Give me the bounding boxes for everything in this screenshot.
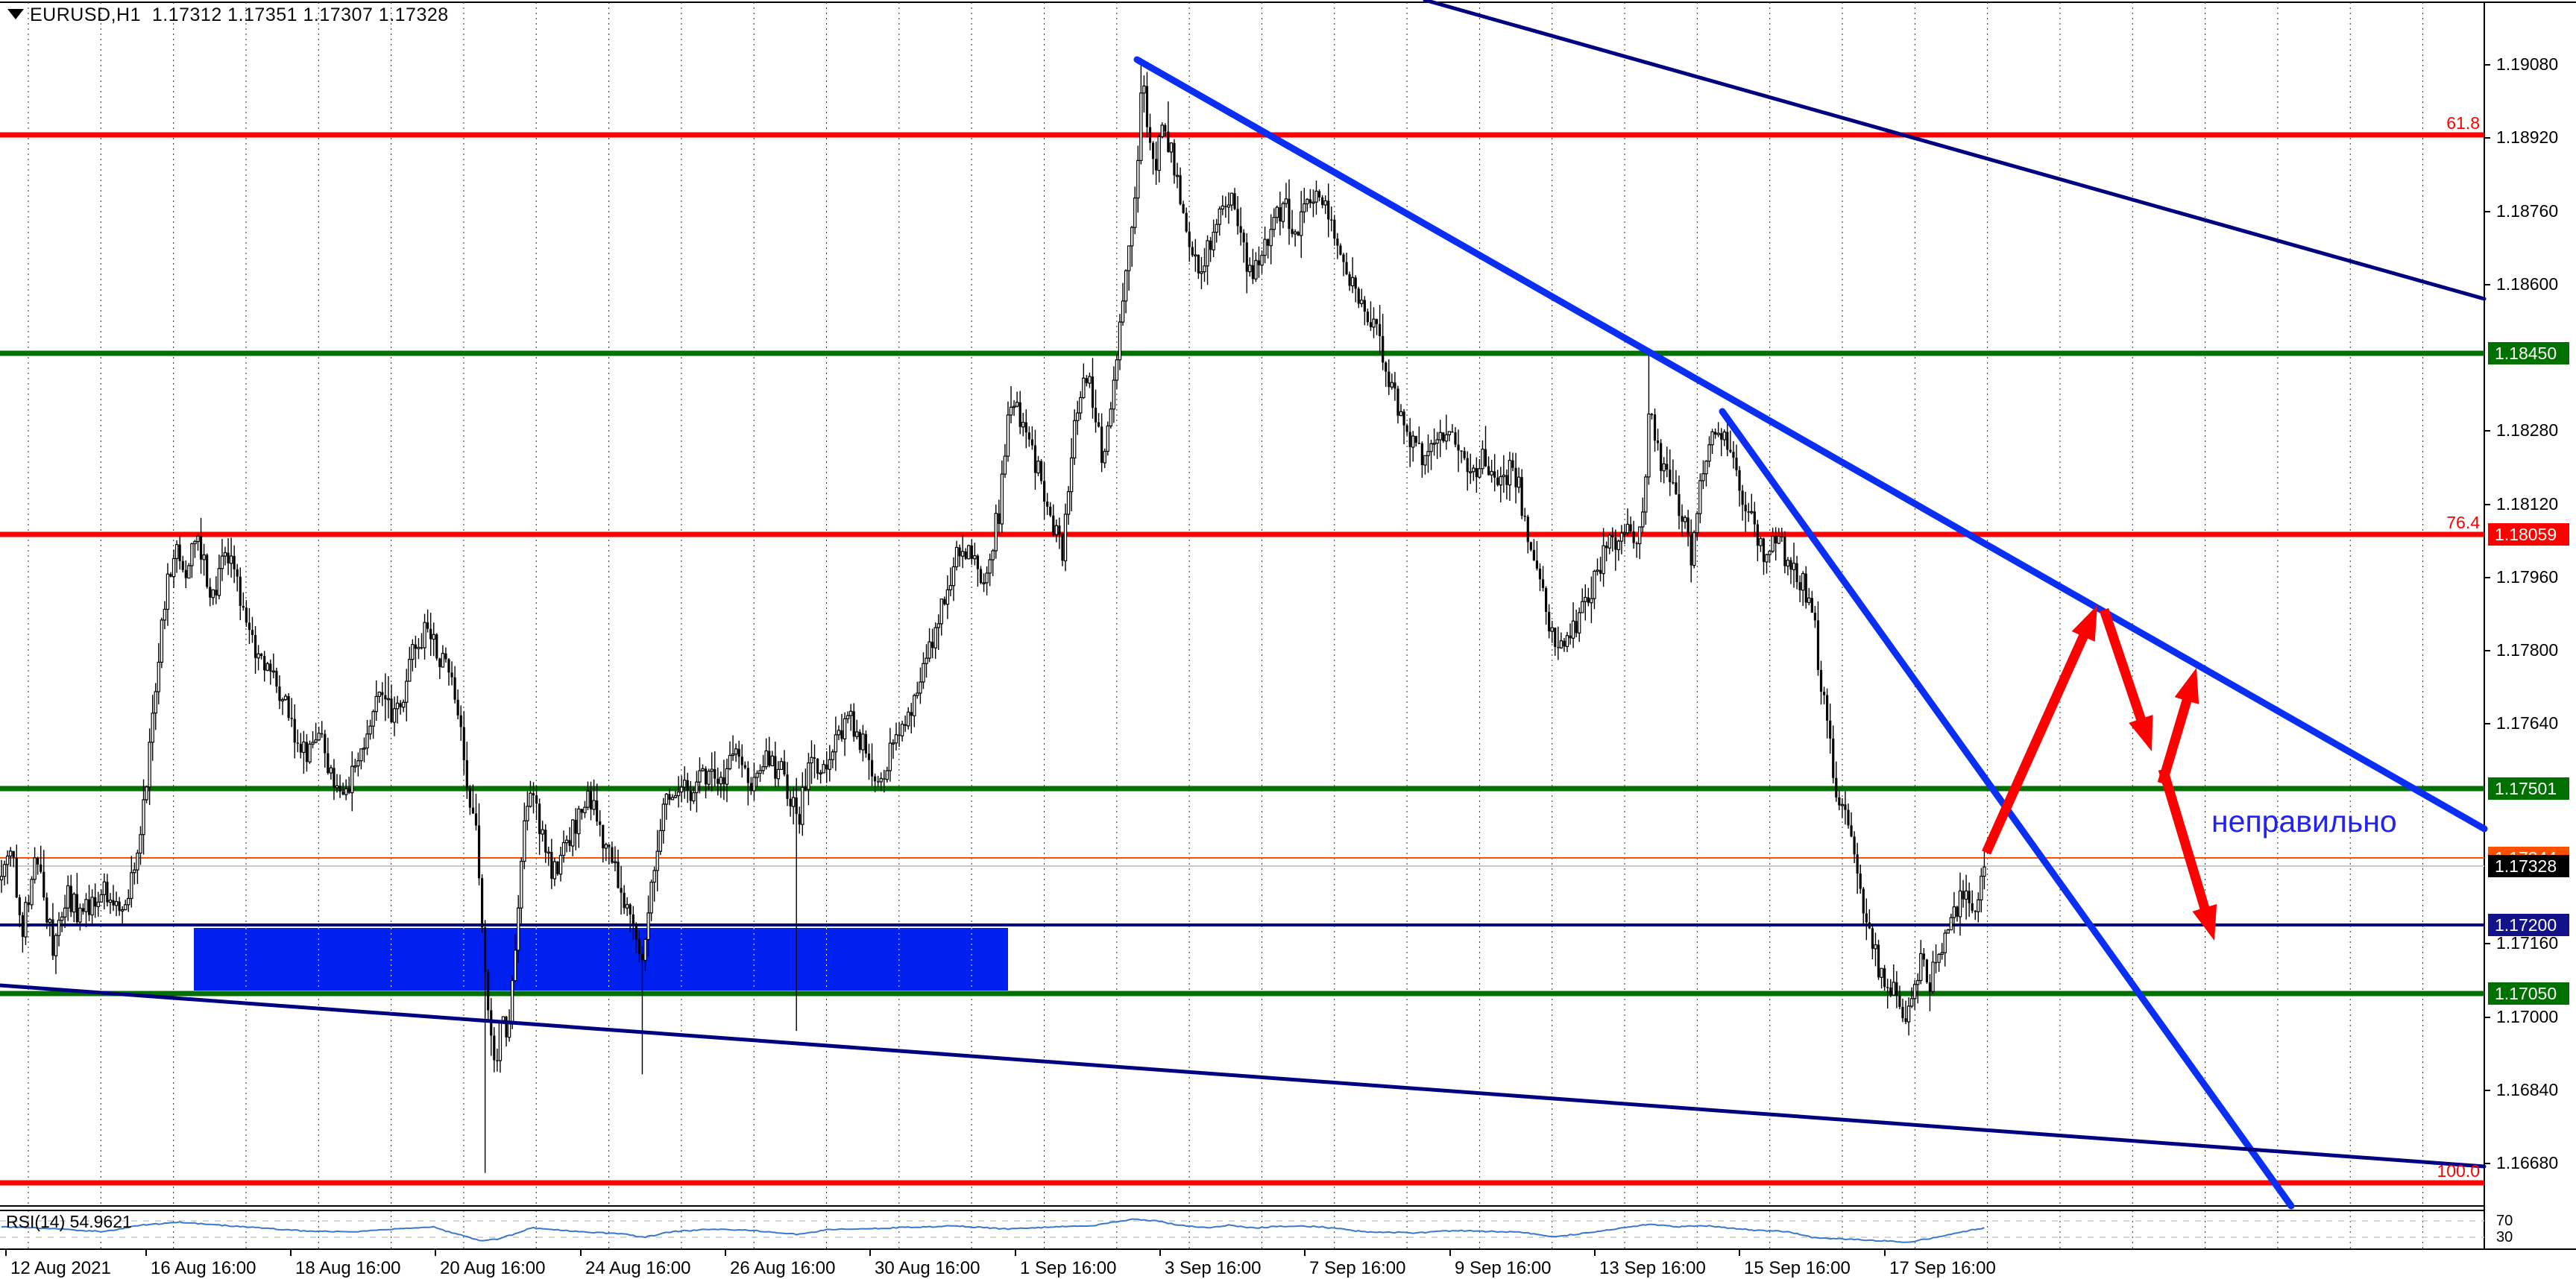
fib-level-label: 61.8 (2446, 113, 2480, 133)
time-axis-label: 13 Sep 16:00 (1599, 1258, 1706, 1278)
time-axis-label: 15 Sep 16:00 (1744, 1258, 1851, 1278)
fib-level-label: 100.0 (2437, 1161, 2480, 1181)
annotation-text[interactable]: неправильно (2211, 804, 2397, 839)
time-axis-label: 9 Sep 16:00 (1455, 1258, 1552, 1278)
time-axis-label: 30 Aug 16:00 (875, 1258, 980, 1278)
price-badge-1.17328: 1.17328 (2488, 855, 2569, 877)
chart-title: EURUSD,H1 1.17312 1.17351 1.17307 1.1732… (30, 4, 449, 25)
red-arrow-3[interactable] (2157, 668, 2199, 785)
red-arrow-2[interactable] (2099, 607, 2153, 751)
rsi-level-label: 70 (2496, 1213, 2513, 1229)
rsi-indicator-label: RSI(14) 54.9621 (6, 1212, 132, 1231)
price-badge-1.18059: 1.18059 (2488, 523, 2569, 546)
time-axis-label: 7 Sep 16:00 (1309, 1258, 1406, 1278)
trendline-navy-upper[interactable] (1423, 0, 2487, 301)
price-axis-label: 1.17960 (2496, 567, 2559, 587)
time-axis-label: 18 Aug 16:00 (295, 1258, 401, 1278)
price-badge-1.18450: 1.18450 (2488, 342, 2569, 364)
price-axis-label: 1.17000 (2496, 1007, 2559, 1026)
trendline-main-descending[interactable] (1133, 56, 2488, 833)
price-axis-label: 1.18760 (2496, 201, 2559, 221)
price-badge-1.17200: 1.17200 (2488, 914, 2569, 936)
price-axis-label: 1.16680 (2496, 1153, 2559, 1172)
candle-wicks (1, 57, 1985, 1173)
price-axis-label: 1.18600 (2496, 274, 2559, 294)
time-axis-label: 12 Aug 2021 (10, 1258, 111, 1278)
rsi-level-label: 30 (2496, 1229, 2513, 1245)
price-axis-label: 1.17640 (2496, 713, 2559, 733)
trendline-navy-lower[interactable] (0, 983, 2487, 1169)
candle-bodies (0, 85, 1986, 1062)
price-axis-label: 1.17160 (2496, 933, 2559, 953)
red-arrow-1[interactable] (1982, 605, 2097, 855)
supply-zone-rectangle[interactable] (194, 928, 1008, 991)
price-axis-label: 1.18120 (2496, 494, 2559, 514)
price-axis-label: 1.17800 (2496, 640, 2559, 660)
price-badge-1.17050: 1.17050 (2488, 982, 2569, 1005)
price-badge-1.17501: 1.17501 (2488, 777, 2569, 800)
red-arrow-4[interactable] (2158, 768, 2217, 941)
time-axis-label: 16 Aug 16:00 (151, 1258, 256, 1278)
time-axis-label: 20 Aug 16:00 (440, 1258, 546, 1278)
price-axis-label: 1.18280 (2496, 420, 2559, 440)
triangle-down-icon[interactable] (7, 9, 24, 19)
time-axis-label: 26 Aug 16:00 (730, 1258, 836, 1278)
time-axis-label: 17 Sep 16:00 (1889, 1258, 1996, 1278)
rsi-line (1, 1218, 1985, 1243)
fib-level-label: 76.4 (2446, 513, 2480, 532)
time-axis-label: 24 Aug 16:00 (585, 1258, 691, 1278)
price-axis-label: 1.19080 (2496, 54, 2559, 74)
time-axis-label: 1 Sep 16:00 (1020, 1258, 1117, 1278)
time-axis-label: 3 Sep 16:00 (1165, 1258, 1262, 1278)
price-axis-label: 1.16840 (2496, 1080, 2559, 1099)
price-axis-label: 1.18920 (2496, 127, 2559, 147)
